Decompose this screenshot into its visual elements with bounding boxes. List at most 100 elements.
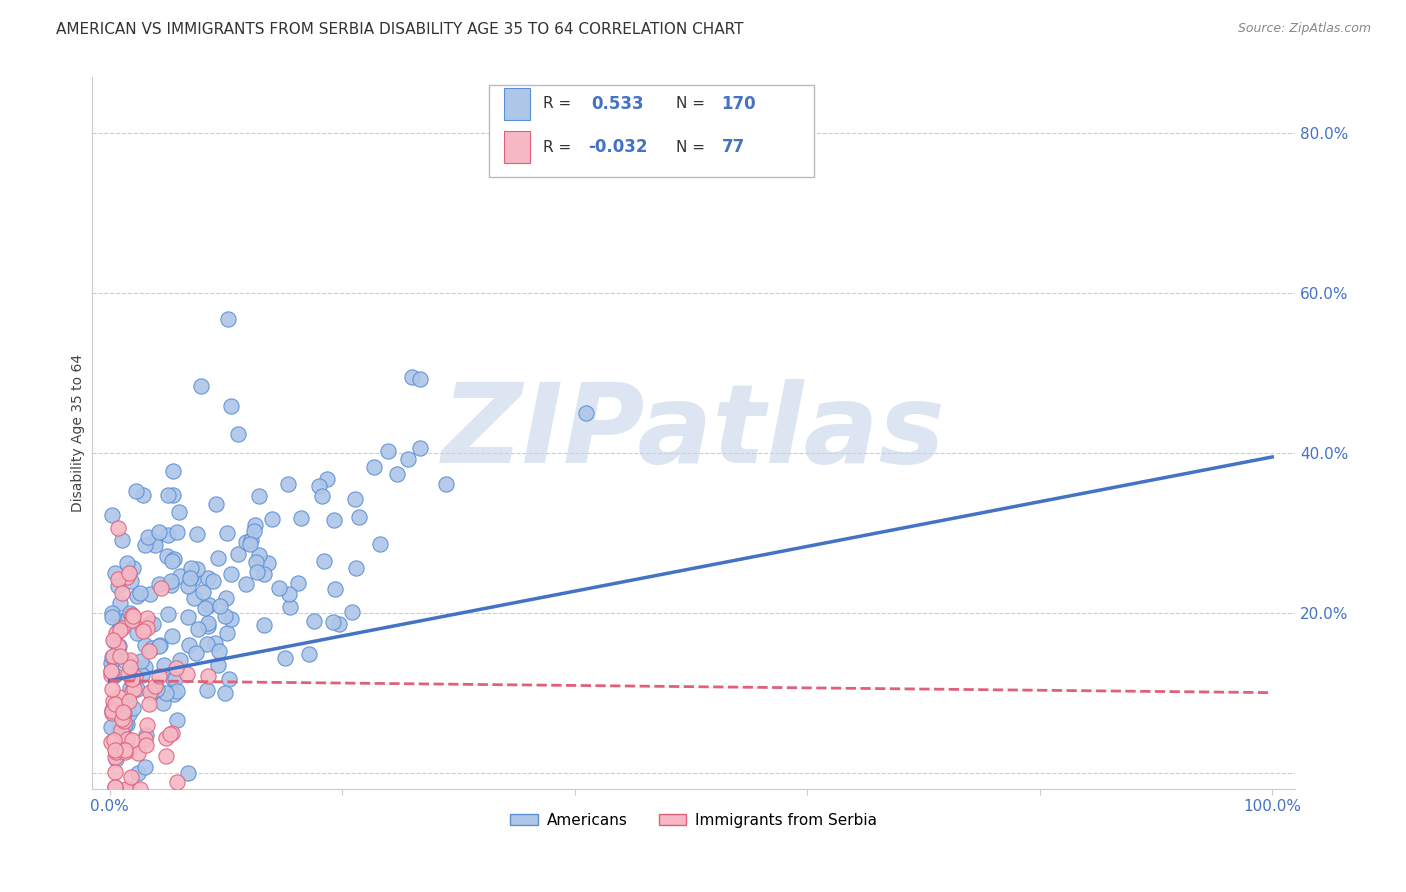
Point [166, 713, 188, 727]
Point [179, 571, 201, 585]
Point [121, 733, 143, 747]
Point [101, 648, 124, 663]
Point [253, 618, 276, 632]
Point [100, 650, 122, 665]
Point [104, 780, 127, 794]
Point [108, 722, 131, 736]
Point [287, 575, 309, 590]
Point [103, 732, 125, 747]
Point [115, 732, 138, 747]
Point [183, 591, 205, 606]
Point [101, 682, 124, 697]
Point [160, 629, 183, 643]
Point [118, 681, 141, 696]
Point [163, 552, 186, 566]
Point [118, 694, 141, 708]
Point [100, 656, 122, 670]
Point [135, 611, 157, 625]
Point [217, 311, 239, 326]
Point [139, 615, 162, 630]
Point [139, 685, 162, 699]
Point [180, 561, 202, 575]
Point [257, 557, 280, 571]
Point [155, 731, 177, 745]
Point [191, 585, 214, 599]
Point [169, 653, 191, 667]
Point [219, 612, 242, 626]
Point [197, 618, 219, 632]
Point [105, 624, 128, 639]
Point [148, 669, 170, 683]
Point [163, 687, 186, 701]
Point [118, 743, 141, 757]
Point [108, 595, 131, 609]
Point [409, 441, 432, 455]
Point [308, 478, 330, 492]
Point [343, 492, 366, 507]
Point [125, 483, 148, 498]
Point [104, 743, 127, 757]
Legend: Americans, Immigrants from Serbia: Americans, Immigrants from Serbia [505, 807, 883, 834]
Point [262, 512, 284, 526]
Point [120, 574, 142, 588]
Point [214, 608, 236, 623]
Text: -0.032: -0.032 [588, 138, 647, 156]
Point [197, 571, 219, 585]
Point [117, 667, 139, 681]
Point [235, 576, 257, 591]
Point [131, 654, 153, 668]
Point [177, 638, 200, 652]
Point [186, 562, 208, 576]
Point [103, 566, 125, 581]
Point [125, 625, 148, 640]
Point [135, 738, 157, 752]
Point [127, 765, 149, 780]
Point [409, 372, 432, 386]
Point [139, 586, 162, 600]
Point [269, 581, 291, 595]
Point [215, 591, 238, 606]
Point [387, 467, 409, 481]
Point [114, 743, 136, 757]
Point [120, 653, 142, 667]
Point [143, 538, 166, 552]
Text: R =: R = [543, 96, 572, 112]
Point [114, 745, 136, 759]
Point [107, 572, 129, 586]
Point [396, 451, 419, 466]
Point [434, 476, 457, 491]
Point [143, 679, 166, 693]
Point [118, 566, 141, 581]
Point [101, 694, 124, 708]
Point [114, 655, 136, 669]
Point [312, 554, 335, 568]
Point [111, 533, 134, 548]
Point [195, 682, 218, 697]
Point [141, 685, 163, 699]
Point [121, 609, 143, 624]
Point [112, 714, 135, 728]
Point [184, 646, 207, 660]
Point [253, 566, 276, 581]
Point [110, 586, 132, 600]
Point [108, 618, 131, 632]
Point [247, 548, 270, 562]
Text: 0.533: 0.533 [592, 95, 644, 112]
Point [103, 633, 125, 648]
Point [131, 488, 153, 502]
Point [162, 488, 184, 502]
Point [112, 706, 135, 721]
Point [155, 748, 177, 763]
Point [101, 706, 124, 720]
Point [142, 534, 165, 549]
Point [221, 566, 243, 581]
Point [153, 657, 176, 672]
Point [120, 771, 142, 785]
Point [111, 705, 134, 719]
Point [138, 698, 160, 712]
Point [129, 586, 152, 600]
Point [277, 477, 299, 491]
Point [176, 578, 198, 592]
Point [117, 610, 139, 624]
Point [100, 609, 122, 624]
